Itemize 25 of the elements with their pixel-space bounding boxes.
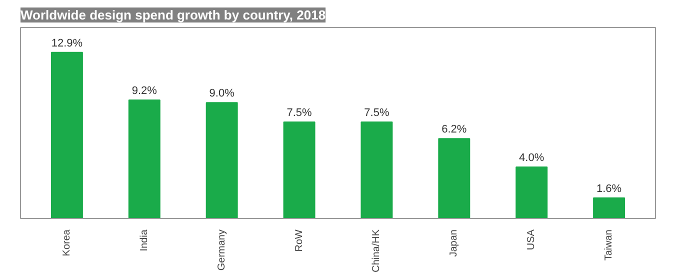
data-label: 7.5% xyxy=(364,106,390,119)
data-label: 4.0% xyxy=(519,152,544,164)
bar xyxy=(50,52,83,218)
bar xyxy=(128,100,160,218)
bar xyxy=(206,102,238,218)
bar xyxy=(593,197,626,218)
bar xyxy=(438,138,470,218)
data-label: 1.6% xyxy=(596,182,622,195)
bar xyxy=(516,166,548,218)
data-label: 9.0% xyxy=(209,88,235,100)
bar xyxy=(283,121,316,218)
x-tick-label: Japan xyxy=(448,229,460,257)
x-tick-label: Germany xyxy=(216,230,228,271)
x-tick-label: India xyxy=(138,229,150,252)
data-label: 7.5% xyxy=(286,106,312,119)
chart-title: Worldwide design spend growth by country, 2018 xyxy=(20,8,326,22)
bar xyxy=(360,121,393,218)
x-tick-label: China/HK xyxy=(371,229,382,272)
x-tick-label: Taiwan xyxy=(604,229,615,261)
x-tick-label: Korea xyxy=(61,229,72,256)
x-tick-label: RoW xyxy=(294,228,305,252)
data-label: 9.2% xyxy=(132,85,158,98)
x-tick-label: USA xyxy=(526,229,538,250)
data-label: 6.2% xyxy=(442,124,467,136)
data-label: 12.9% xyxy=(51,37,83,50)
